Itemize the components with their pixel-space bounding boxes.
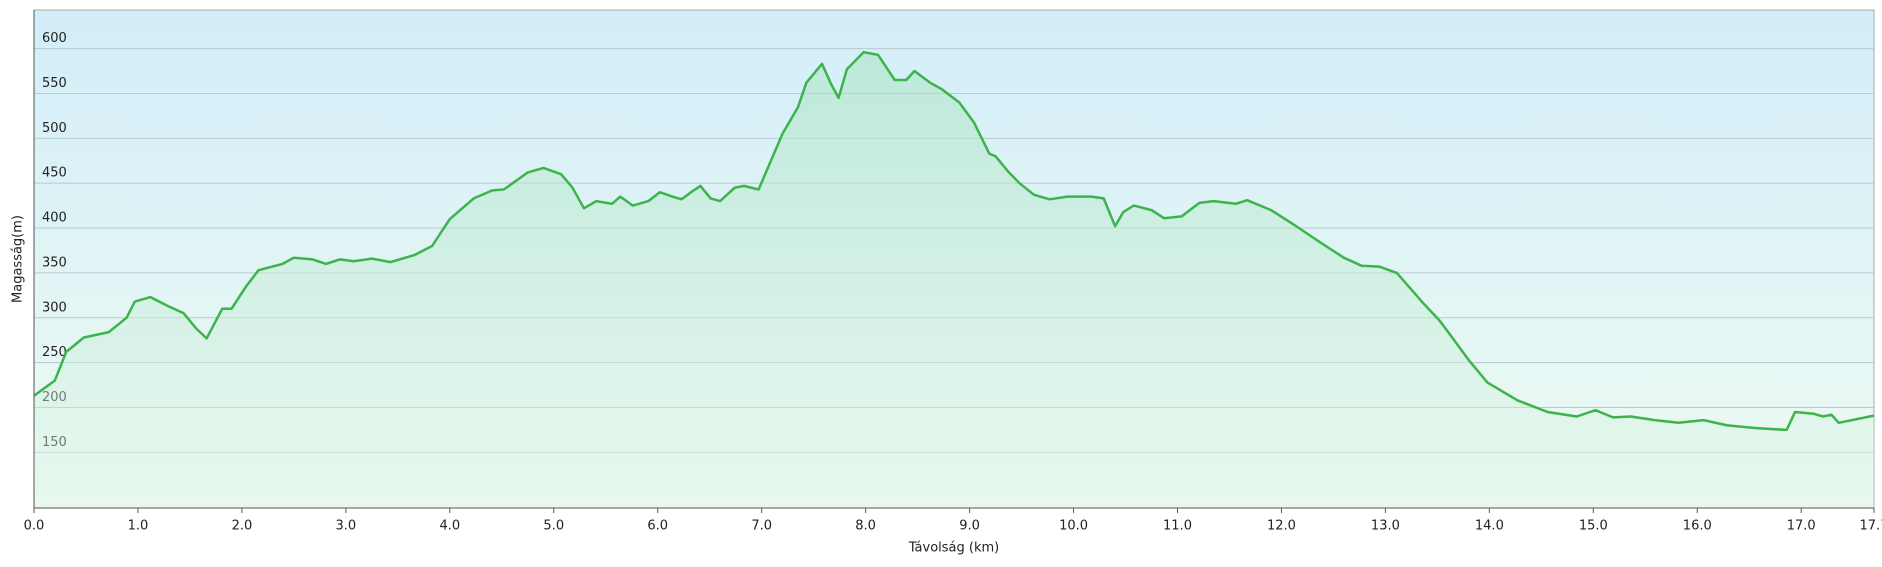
x-tick-label: 17.0	[1787, 519, 1816, 534]
x-tick-label: 5.0	[543, 519, 564, 534]
y-tick-label: 600	[42, 31, 67, 46]
x-tick-label: 1.0	[128, 519, 149, 534]
y-tick-label: 500	[42, 121, 67, 136]
x-tick-label: 7.0	[751, 519, 772, 534]
x-tick-label: 12.0	[1267, 519, 1296, 534]
x-tick-label: 15.0	[1579, 519, 1608, 534]
area-fill	[34, 52, 1874, 508]
elevation-line	[33, 50, 1875, 432]
y-tick-label: 250	[42, 345, 67, 360]
x-tick-label: 6.0	[647, 519, 668, 534]
x-tick-label: 2.0	[232, 519, 253, 534]
x-tick-label: 8.0	[855, 519, 876, 534]
x-axis-label: Távolság (km)	[908, 541, 999, 556]
x-tick-label: 9.0	[959, 519, 980, 534]
x-tick-label: 10.0	[1059, 519, 1088, 534]
y-tick-label: 400	[42, 211, 67, 226]
x-tick-label: 0.0	[24, 519, 45, 534]
y-tick-label: 300	[42, 300, 67, 315]
x-tick-label: 13.0	[1371, 519, 1400, 534]
x-tick-label: 3.0	[336, 519, 357, 534]
y-tick-label: 350	[42, 255, 67, 270]
x-tick-label: 17.7	[1860, 519, 1882, 534]
x-tick-label: 4.0	[439, 519, 460, 534]
y-axis-label: Magasság(m)	[11, 215, 26, 303]
x-tick-label: 14.0	[1475, 519, 1504, 534]
y-tick-label: 450	[42, 166, 67, 181]
x-tick-label: 16.0	[1683, 519, 1712, 534]
x-tick-label: 11.0	[1163, 519, 1192, 534]
y-tick-label: 550	[42, 76, 67, 91]
